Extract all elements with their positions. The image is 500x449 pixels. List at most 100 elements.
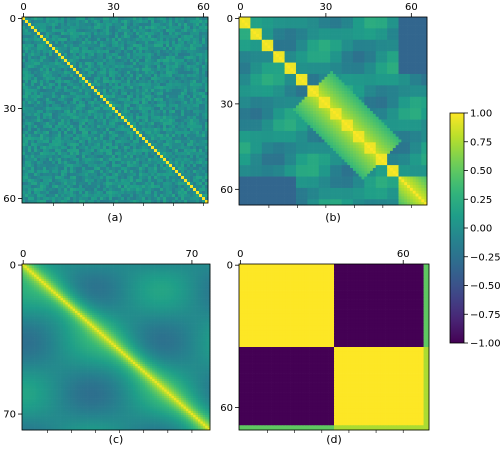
- heatmap-cell: [154, 20, 157, 23]
- heatmap-cell: [70, 92, 73, 95]
- heatmap-cell: [166, 62, 169, 65]
- heatmap-cell: [88, 83, 91, 86]
- heatmap-cell: [330, 43, 333, 46]
- heatmap-cell: [390, 60, 393, 63]
- heatmap-cell: [172, 32, 175, 35]
- heatmap-cell: [52, 113, 55, 116]
- heatmap-cell: [76, 164, 79, 167]
- heatmap-cell: [112, 53, 115, 56]
- heatmap-cell: [202, 113, 205, 116]
- heatmap-cell: [37, 131, 40, 134]
- heatmap-cell: [256, 17, 259, 20]
- heatmap-cell: [70, 98, 73, 101]
- heatmap-cell: [324, 60, 327, 63]
- heatmap-cell: [313, 40, 316, 43]
- heatmap-cell: [270, 45, 273, 48]
- heatmap-cell: [25, 197, 28, 200]
- heatmap-cell: [190, 65, 193, 68]
- heatmap-cell: [242, 57, 245, 60]
- heatmap-cell: [142, 59, 145, 62]
- heatmap-cell: [187, 146, 190, 149]
- heatmap-cell: [413, 20, 416, 23]
- heatmap-cell: [73, 179, 76, 182]
- heatmap-cell: [151, 107, 154, 110]
- heatmap-cell: [344, 37, 347, 40]
- heatmap-cell: [157, 89, 160, 92]
- heatmap-cell: [178, 122, 181, 125]
- heatmap-cell: [70, 74, 73, 77]
- heatmap-cell: [163, 134, 166, 137]
- heatmap-cell: [353, 45, 356, 48]
- heatmap-cell: [342, 57, 345, 60]
- heatmap-cell: [94, 68, 97, 71]
- heatmap-cell: [387, 43, 390, 46]
- heatmap-cell: [100, 53, 103, 56]
- heatmap-cell: [142, 95, 145, 98]
- heatmap-cell: [40, 92, 43, 95]
- heatmap-cell: [127, 74, 130, 77]
- heatmap-cell: [106, 188, 109, 191]
- heatmap-cell: [145, 185, 148, 188]
- heatmap-cell: [160, 50, 163, 53]
- heatmap-cell: [148, 92, 151, 95]
- heatmap-cell: [175, 26, 178, 29]
- heatmap-cell: [313, 54, 316, 57]
- heatmap-cell: [293, 40, 296, 43]
- heatmap-cell: [37, 35, 40, 38]
- heatmap-cell: [163, 80, 166, 83]
- heatmap-cell: [55, 32, 58, 35]
- heatmap-cell: [115, 23, 118, 26]
- heatmap-cell: [145, 41, 148, 44]
- heatmap-cell: [157, 161, 160, 164]
- heatmap-cell: [418, 20, 421, 23]
- heatmap-cell: [76, 113, 79, 116]
- heatmap-cell: [61, 92, 64, 95]
- heatmap-cell: [160, 62, 163, 65]
- heatmap-cell: [109, 116, 112, 119]
- heatmap-cell: [85, 80, 88, 83]
- heatmap-cell: [196, 17, 199, 20]
- heatmap-cell: [139, 113, 142, 116]
- heatmap-cell: [52, 17, 55, 20]
- heatmap-cell: [52, 98, 55, 101]
- heatmap-cell: [97, 173, 100, 176]
- heatmap-cell: [347, 48, 350, 51]
- heatmap-cell: [121, 65, 124, 68]
- heatmap-cell: [410, 34, 413, 37]
- heatmap-cell: [64, 47, 67, 50]
- heatmap-cell: [190, 83, 193, 86]
- heatmap-cell: [55, 44, 58, 47]
- heatmap-cell: [361, 17, 364, 20]
- heatmap-cell: [43, 116, 46, 119]
- heatmap-cell: [184, 65, 187, 68]
- heatmap-cell: [94, 74, 97, 77]
- heatmap-cell: [79, 20, 82, 23]
- heatmap-cell: [256, 65, 259, 68]
- heatmap-cell: [82, 35, 85, 38]
- heatmap-cell: [307, 17, 310, 20]
- heatmap-cell: [379, 31, 382, 34]
- heatmap-cell: [94, 29, 97, 32]
- heatmap-cell: [316, 28, 319, 31]
- heatmap-cell: [64, 29, 67, 32]
- heatmap-cell: [112, 71, 115, 74]
- heatmap-cell: [43, 65, 46, 68]
- heatmap-cell: [145, 53, 148, 56]
- heatmap-cell: [25, 38, 28, 41]
- heatmap-cell: [76, 158, 79, 161]
- heatmap-cell: [118, 161, 121, 164]
- heatmap-cell: [79, 167, 82, 170]
- heatmap-cell: [28, 23, 31, 26]
- heatmap-cell: [70, 125, 73, 128]
- heatmap-cell: [196, 170, 199, 173]
- heatmap-cell: [245, 20, 248, 23]
- heatmap-cell: [91, 23, 94, 26]
- heatmap-cell: [37, 173, 40, 176]
- heatmap-cell: [184, 131, 187, 134]
- heatmap-cell: [88, 188, 91, 191]
- heatmap-cell: [106, 122, 109, 125]
- heatmap-cell: [322, 63, 325, 66]
- heatmap-cell: [61, 158, 64, 161]
- heatmap-cell: [103, 164, 106, 167]
- heatmap-cell: [49, 107, 52, 110]
